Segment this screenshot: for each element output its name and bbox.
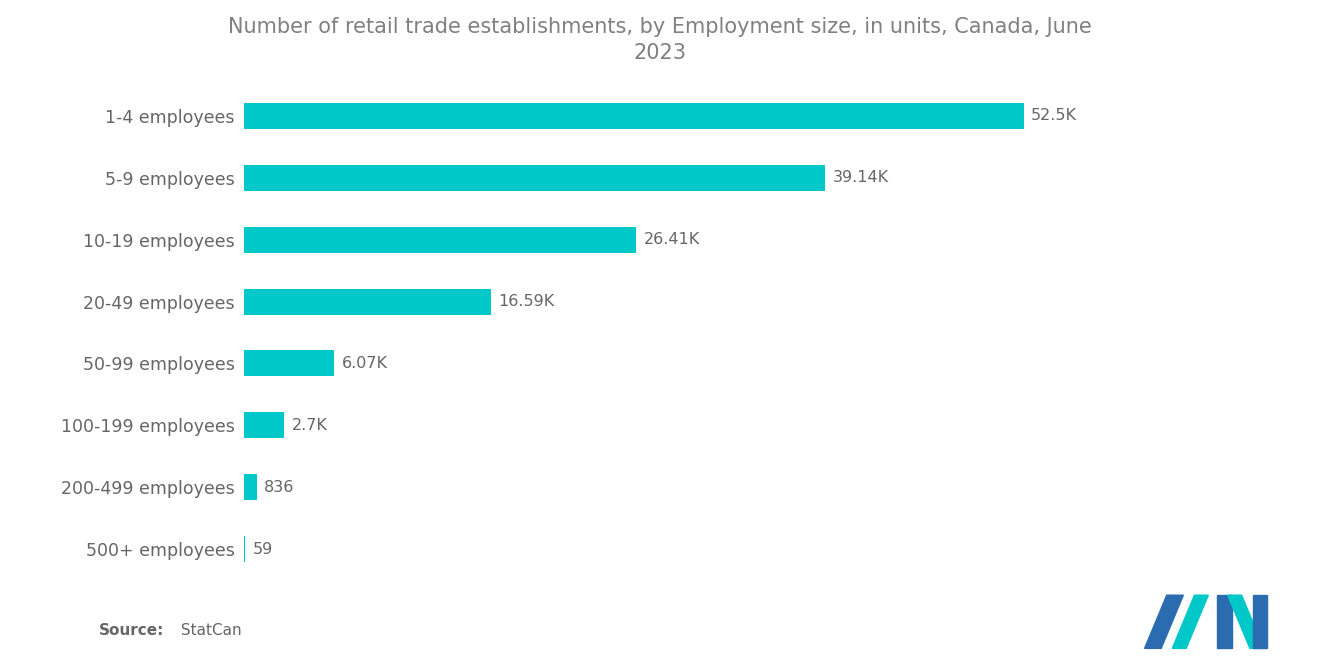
Polygon shape: [1217, 595, 1232, 648]
Text: 52.5K: 52.5K: [1031, 108, 1077, 123]
Text: StatCan: StatCan: [176, 623, 242, 638]
Bar: [244, 165, 825, 191]
Bar: [244, 412, 284, 438]
Text: 6.07K: 6.07K: [342, 356, 388, 371]
Text: Source:: Source:: [99, 623, 165, 638]
Text: 26.41K: 26.41K: [644, 232, 700, 247]
Polygon shape: [1172, 595, 1208, 648]
Polygon shape: [1144, 595, 1183, 648]
Bar: [244, 289, 491, 315]
Text: 836: 836: [264, 480, 294, 495]
Text: 16.59K: 16.59K: [498, 294, 554, 309]
Text: 2023: 2023: [634, 43, 686, 63]
Bar: [244, 103, 1024, 129]
Bar: [244, 350, 334, 376]
Text: Number of retail trade establishments, by Employment size, in units, Canada, Jun: Number of retail trade establishments, b…: [228, 17, 1092, 37]
Bar: [244, 474, 256, 500]
Text: 2.7K: 2.7K: [292, 418, 327, 433]
Text: 59: 59: [252, 542, 273, 557]
Polygon shape: [1228, 595, 1263, 648]
Text: 39.14K: 39.14K: [833, 170, 888, 185]
Bar: [244, 227, 636, 253]
Polygon shape: [1253, 595, 1267, 648]
